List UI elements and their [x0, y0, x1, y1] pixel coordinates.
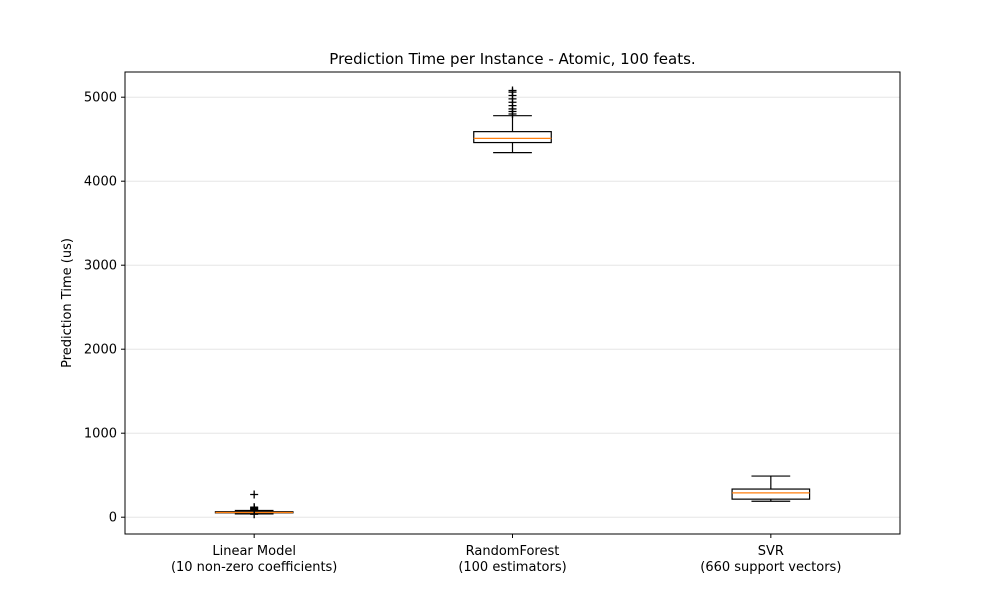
y-axis-label: Prediction Time (us) — [60, 238, 75, 368]
x-tick-sublabel: (10 non-zero coefficients) — [171, 560, 337, 575]
x-tick-sublabel: (100 estimators) — [458, 560, 566, 575]
chart-title: Prediction Time per Instance - Atomic, 1… — [329, 50, 695, 68]
y-tick-label: 5000 — [84, 91, 117, 106]
x-tick-label: RandomForest — [466, 544, 560, 559]
x-tick-label: Linear Model — [212, 544, 296, 559]
y-tick-label: 0 — [109, 511, 117, 526]
box-iqr — [473, 131, 552, 144]
y-tick-label: 2000 — [84, 343, 117, 358]
flier-point — [508, 86, 517, 95]
box-iqr — [731, 488, 811, 500]
box-group — [473, 86, 552, 154]
grid-lines — [125, 96, 900, 518]
y-tick-label: 1000 — [84, 427, 117, 442]
flier-point — [250, 510, 259, 519]
box-group — [214, 490, 294, 519]
y-tick-label: 3000 — [84, 259, 117, 274]
x-tick-label: SVR — [758, 544, 784, 559]
x-tick-sublabel: (660 support vectors) — [700, 560, 841, 575]
y-tick-label: 4000 — [84, 175, 117, 190]
flier-point — [250, 490, 259, 499]
plot-frame — [124, 71, 901, 535]
box-group — [731, 475, 811, 502]
axes: 0 1000 2000 3000 4000 5000 Linear Model(10 non… — [84, 91, 841, 575]
plot-area — [214, 86, 811, 519]
